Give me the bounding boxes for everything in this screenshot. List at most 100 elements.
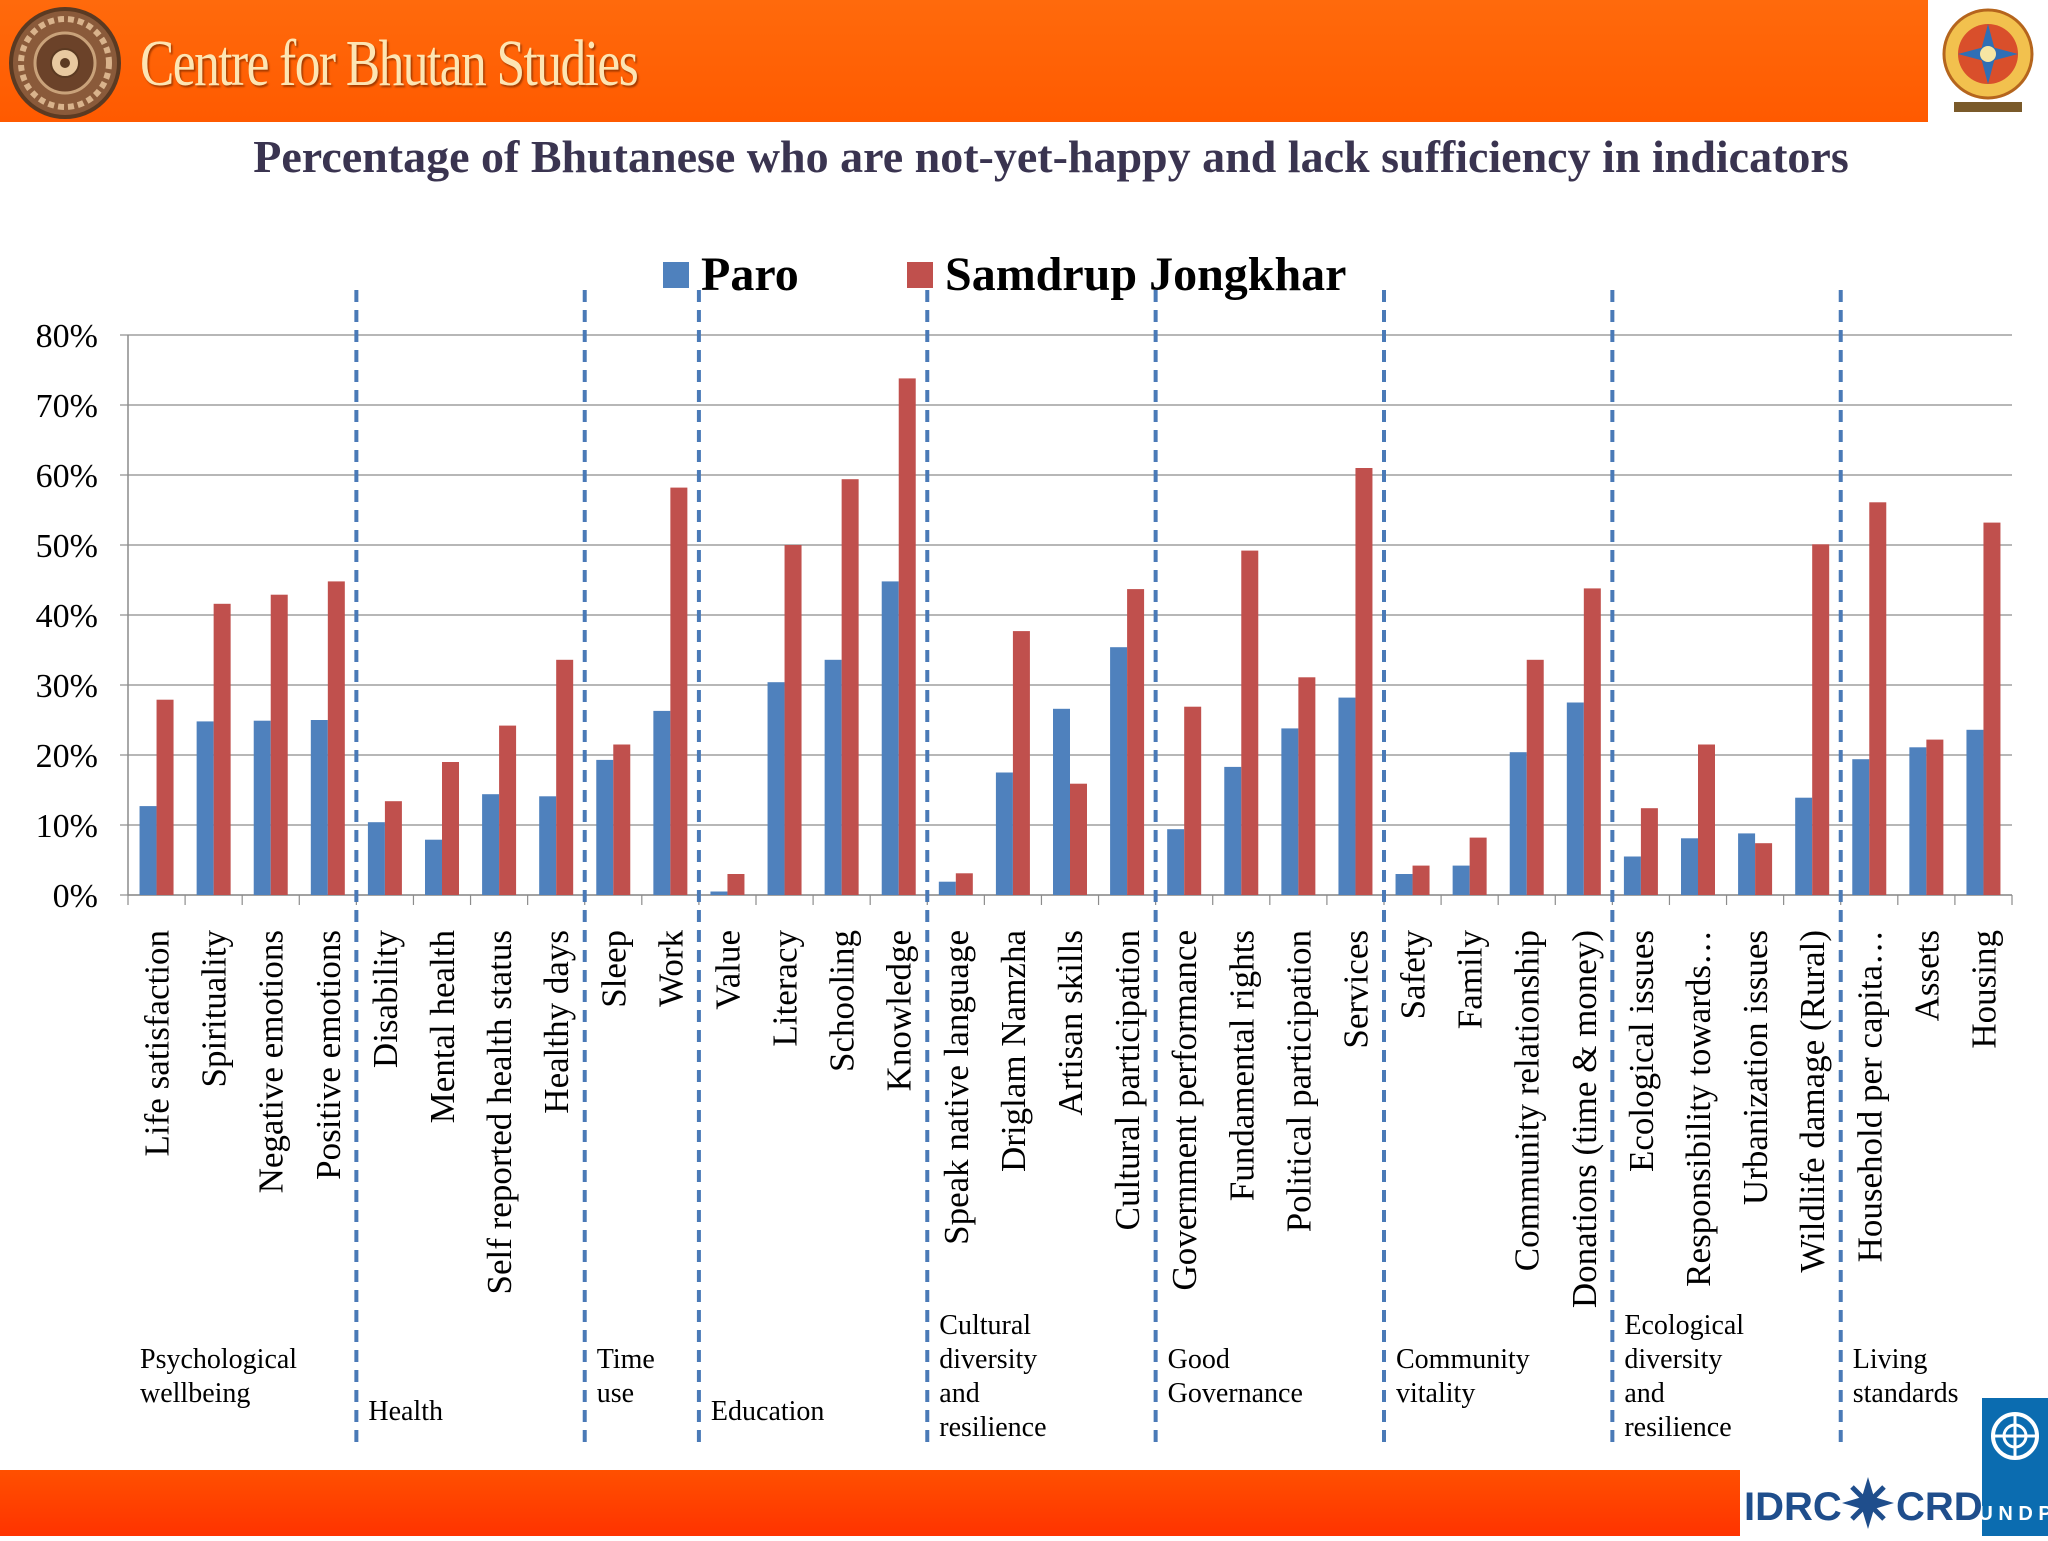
y-tick-label: 30% (36, 668, 98, 705)
group-label: wellbeing (140, 1378, 250, 1409)
group-label: diversity (1624, 1344, 1722, 1375)
bar-paro (482, 794, 500, 895)
bar-samdrup (1012, 631, 1030, 895)
category-label: Cultural participation (1108, 930, 1147, 1230)
category-label: Artisan skills (1051, 930, 1090, 1116)
bar-samdrup (784, 545, 802, 895)
y-tick-label: 10% (36, 808, 98, 845)
bar-paro (995, 772, 1013, 895)
bar-paro (139, 806, 157, 895)
category-label: Schooling (823, 930, 862, 1072)
bar-samdrup (1698, 744, 1715, 895)
category-label: Donations (time & money) (1565, 930, 1604, 1308)
group-label: Good (1168, 1344, 1230, 1375)
y-tick-label: 40% (36, 598, 98, 635)
category-label: Negative emotions (252, 930, 291, 1193)
bar-samdrup (1583, 588, 1601, 895)
category-label: Political participation (1279, 930, 1318, 1232)
category-label: Wildlife damage (Rural) (1793, 930, 1832, 1273)
category-label: Assets (1907, 930, 1946, 1021)
bar-samdrup (1298, 677, 1316, 895)
bar-paro (767, 682, 785, 895)
bar-samdrup (670, 487, 688, 895)
group-label: Cultural (939, 1310, 1031, 1341)
category-label: Knowledge (880, 930, 919, 1091)
category-label: Value (708, 930, 747, 1010)
category-label: Mental health (423, 930, 462, 1124)
bar-paro (367, 822, 385, 895)
idrc-text: IDRC (1744, 1485, 1842, 1529)
header-bar: Centre for Bhutan Studies (0, 0, 2048, 122)
bar-samdrup (1640, 808, 1658, 895)
group-label: vitality (1396, 1378, 1475, 1409)
bar-samdrup (1755, 843, 1773, 895)
bar-paro (1509, 752, 1527, 895)
category-label: Household per capita… (1850, 930, 1889, 1262)
bar-paro (1395, 874, 1413, 895)
bar-paro (1852, 759, 1870, 895)
bar-paro (253, 720, 271, 895)
bar-chart: 0% 10% 20% 30% 40% 50% 60% 70% 80% Life satisfact… (36, 248, 2013, 1445)
category-label: Ecological issues (1622, 930, 1661, 1172)
bar-paro (1110, 647, 1128, 895)
category-label: Positive emotions (309, 930, 348, 1180)
bar-samdrup (1412, 865, 1430, 895)
group-label: Health (368, 1396, 443, 1427)
undp-text: U N D P (1982, 1503, 2048, 1525)
bar-paro (539, 796, 557, 895)
legend-swatch-paro (663, 262, 689, 288)
category-label: Fundamental rights (1222, 930, 1261, 1201)
bar-paro (1281, 728, 1299, 895)
y-tick-label: 60% (36, 458, 98, 495)
category-label: Housing (1964, 930, 2003, 1049)
footer-bar (0, 1470, 2048, 1536)
un-globe-icon (1991, 1412, 2039, 1460)
group-label: resilience (939, 1412, 1046, 1443)
category-label: Driglam Namzha (994, 930, 1033, 1172)
bar-samdrup (327, 581, 345, 895)
bar-paro (881, 581, 899, 895)
y-tick-label: 70% (36, 388, 98, 425)
category-label: Urbanization issues (1736, 930, 1775, 1205)
group-label: Governance (1168, 1378, 1303, 1409)
bar-samdrup (1127, 589, 1145, 895)
group-label: and (939, 1378, 979, 1409)
category-label: Safety (1394, 930, 1433, 1020)
group-label: Ecological (1624, 1310, 1744, 1341)
bar-paro (425, 839, 442, 895)
bar-paro (1966, 729, 1984, 895)
category-label: Family (1451, 930, 1490, 1030)
bar-paro (596, 759, 614, 895)
bar-samdrup (955, 873, 973, 895)
bar-paro (824, 659, 842, 895)
bar-paro (1167, 829, 1185, 895)
bar-paro (1566, 702, 1584, 895)
bar-samdrup (898, 378, 916, 895)
bhutan-emblem-icon (1942, 8, 2034, 112)
crdi-text: CRDI (1896, 1485, 1982, 1529)
bar-samdrup (442, 762, 459, 895)
bar-samdrup (213, 603, 231, 895)
legend-swatch-samdrup (907, 262, 933, 288)
national-emblem (1928, 0, 2048, 122)
bar-paro (196, 721, 214, 895)
group-label: Education (711, 1396, 825, 1427)
y-tick-label: 0% (53, 878, 98, 915)
bar-paro (1623, 856, 1641, 895)
category-label: Community relationship (1508, 930, 1547, 1271)
y-tick-label: 80% (36, 318, 98, 355)
category-label: Self reported health status (480, 930, 519, 1294)
bar-samdrup (1526, 659, 1544, 895)
undp-logo: U N D P (1978, 1398, 2048, 1536)
bar-paro (1338, 697, 1356, 895)
bar-samdrup (613, 744, 631, 895)
bar-samdrup (384, 801, 402, 895)
bar-paro (938, 881, 956, 895)
bar-paro (1053, 708, 1070, 895)
group-label: Psychological (140, 1344, 297, 1375)
category-label: Disability (366, 930, 405, 1069)
idrc-crdi-logo: IDRC CRDI (1740, 1470, 1982, 1536)
bar-paro (1909, 747, 1927, 895)
maple-star-icon (1842, 1477, 1894, 1529)
group-label: Living (1853, 1344, 1928, 1375)
